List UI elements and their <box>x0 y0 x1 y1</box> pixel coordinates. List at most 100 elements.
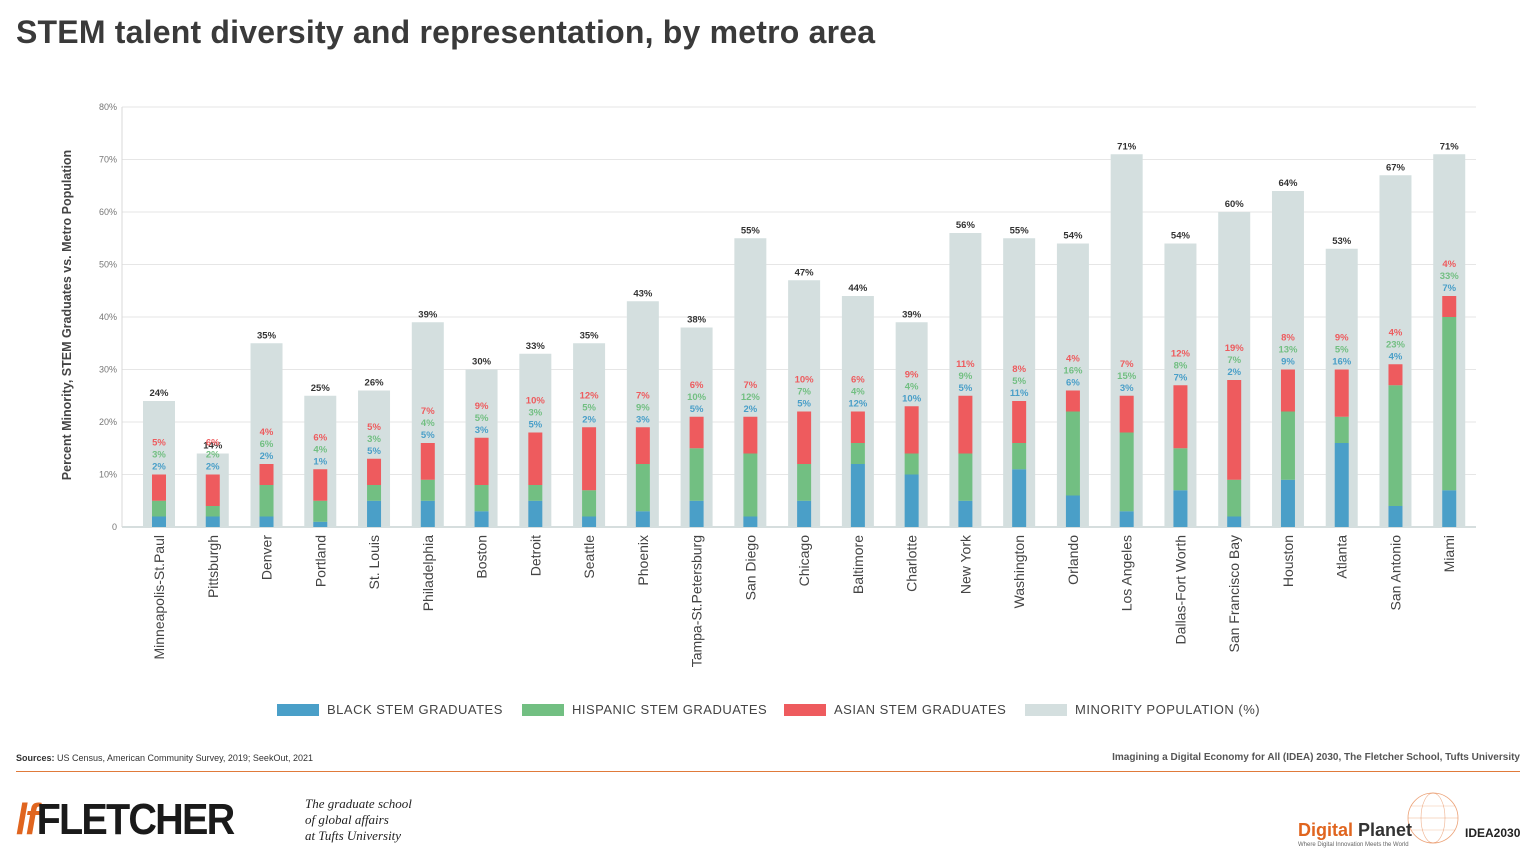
bar-hispanic-stem <box>259 485 274 517</box>
bar-black-stem <box>1173 490 1188 527</box>
chart-legend: BLACK STEM GRADUATES HISPANIC STEM GRADU… <box>0 702 1536 722</box>
data-label-asian: 4% <box>260 427 274 438</box>
idea2030-logo: IDEA2030 <box>1465 826 1521 840</box>
data-label-minority: 35% <box>580 330 600 341</box>
page-title: STEM talent diversity and representation… <box>16 14 876 50</box>
data-label-minority: 39% <box>902 309 922 320</box>
bar-asian-stem <box>1442 296 1457 317</box>
x-tick-label: Denver <box>259 535 275 580</box>
data-label-asian: 7% <box>636 390 650 401</box>
bar-asian-stem <box>152 474 166 501</box>
x-tick-label: Los Angeles <box>1119 535 1135 611</box>
data-label-asian: 12% <box>580 390 600 401</box>
legend-item-asian: ASIAN STEM GRADUATES <box>784 702 1006 717</box>
y-tick-label: 70% <box>99 155 117 165</box>
bar-asian-stem <box>1280 369 1295 412</box>
bar-black-stem <box>1388 506 1403 527</box>
bar-black-stem <box>1442 490 1457 527</box>
data-label-hispanic: 8% <box>1174 360 1188 371</box>
data-label-asian: 4% <box>1389 327 1403 338</box>
bar-asian-stem <box>259 464 274 485</box>
x-tick-label: San Diego <box>742 535 758 601</box>
x-tick-label: Miami <box>1441 535 1457 572</box>
data-label-hispanic: 5% <box>1012 376 1026 387</box>
x-tick-label: San Antonio <box>1387 535 1403 611</box>
data-label-asian: 5% <box>152 438 166 449</box>
data-label-hispanic: 2% <box>206 450 220 461</box>
data-label-black: 3% <box>636 414 650 425</box>
data-label-hispanic: 16% <box>1063 366 1083 377</box>
data-label-hispanic: 9% <box>959 371 973 382</box>
digital-planet-tagline: Where Digital Innovation Meets the World <box>1298 842 1409 848</box>
bar-hispanic-stem <box>1227 479 1242 517</box>
bar-asian-stem <box>1227 380 1242 480</box>
data-label-black: 3% <box>1120 383 1134 394</box>
data-label-minority: 55% <box>741 225 761 236</box>
x-tick-label: Seattle <box>581 535 597 579</box>
bar-black-stem <box>582 516 597 527</box>
bar-hispanic-stem <box>474 485 489 512</box>
digital-planet-word-1: Digital <box>1298 820 1359 840</box>
data-label-minority: 14% <box>203 441 223 452</box>
bar-black-stem <box>152 516 166 527</box>
bar-black-stem <box>1280 479 1295 527</box>
data-label-hispanic: 6% <box>260 439 274 450</box>
data-label-asian: 9% <box>475 401 489 412</box>
data-label-black: 5% <box>367 446 381 457</box>
data-label-black: 1% <box>313 456 327 467</box>
data-label-hispanic: 12% <box>741 392 761 403</box>
data-label-hispanic: 15% <box>1117 371 1137 382</box>
data-label-black: 5% <box>797 399 811 410</box>
sources-label: Sources: <box>16 753 55 763</box>
y-tick-label: 60% <box>99 207 117 217</box>
data-label-hispanic: 5% <box>582 402 596 413</box>
data-label-asian: 6% <box>690 380 704 391</box>
bar-hispanic-stem <box>1388 385 1403 506</box>
bar-hispanic-stem <box>1065 411 1080 496</box>
fletcher-logo-text: FLETCHER <box>36 795 236 844</box>
data-label-asian: 11% <box>956 359 975 370</box>
x-tick-label: Tampa-St.Petersburg <box>689 535 705 667</box>
bar-asian-stem <box>313 469 328 501</box>
bar-black-stem <box>743 516 758 527</box>
bar-asian-stem <box>635 427 650 464</box>
data-label-black: 7% <box>1174 372 1188 383</box>
data-label-asian: 7% <box>1120 359 1134 370</box>
x-tick-label: Boston <box>474 535 490 579</box>
y-tick-label: 40% <box>99 312 117 322</box>
data-label-minority: 53% <box>1332 236 1352 247</box>
data-label-hispanic: 3% <box>152 450 166 461</box>
data-label-hispanic: 3% <box>528 408 542 419</box>
bar-hispanic-stem <box>635 464 650 512</box>
bar-black-stem <box>474 511 489 527</box>
data-label-minority: 67% <box>1386 162 1406 173</box>
bar-black-stem <box>958 500 973 527</box>
data-label-hispanic: 4% <box>905 381 919 392</box>
data-label-hispanic: 4% <box>313 444 327 455</box>
bar-black-stem <box>1227 516 1242 527</box>
legend-label-asian: ASIAN STEM GRADUATES <box>834 702 1007 717</box>
data-label-asian: 9% <box>905 369 919 380</box>
digital-planet-word-2: Planet <box>1358 820 1413 840</box>
bar-hispanic-stem <box>313 500 328 522</box>
data-label-hispanic: 33% <box>1440 271 1460 282</box>
data-label-asian: 7% <box>421 406 435 417</box>
x-tick-label: Pittsburgh <box>205 535 221 598</box>
data-label-minority: 71% <box>1117 141 1137 152</box>
data-label-minority: 35% <box>257 330 277 341</box>
data-label-minority: 33% <box>526 341 546 352</box>
legend-item-black: BLACK STEM GRADUATES <box>277 702 503 717</box>
x-tick-label: Phoenix <box>635 535 651 586</box>
x-tick-label: Charlotte <box>904 535 920 592</box>
data-label-black: 2% <box>260 451 274 462</box>
bar-black-stem <box>904 474 919 527</box>
data-label-black: 3% <box>475 425 489 436</box>
bar-hispanic-stem <box>367 485 382 501</box>
data-label-black: 16% <box>1332 357 1352 368</box>
sources-text: US Census, American Community Survey, 20… <box>54 753 313 763</box>
data-label-black: 5% <box>959 383 973 394</box>
bar-asian-stem <box>797 411 812 464</box>
data-label-hispanic: 7% <box>1227 355 1241 366</box>
bar-black-stem <box>635 511 650 527</box>
bar-asian-stem <box>1388 364 1403 386</box>
